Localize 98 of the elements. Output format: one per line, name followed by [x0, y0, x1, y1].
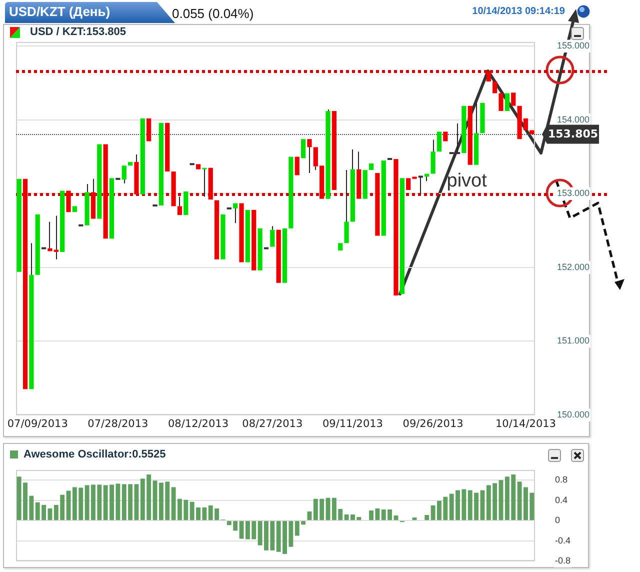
- candlestick: [245, 210, 250, 262]
- x-tick-label: 08/27/2013: [242, 418, 303, 430]
- candlestick: [282, 228, 288, 283]
- candlestick: [171, 172, 176, 206]
- y-tick-label: -0.8: [555, 555, 571, 566]
- candlestick: [258, 228, 262, 270]
- x-tick-label: 08/12/2013: [168, 418, 229, 430]
- bar: [498, 480, 504, 520]
- candlestick: [300, 139, 306, 158]
- x-tick-label: 09/11/2013: [322, 418, 383, 430]
- candlestick: [368, 163, 374, 170]
- candlestick: [504, 93, 510, 112]
- text: 10/14/2013 09:14:19: [472, 6, 565, 17]
- candlestick: [462, 106, 466, 154]
- candlestick: [356, 151, 362, 199]
- candlestick: [109, 178, 114, 239]
- candlestick: [202, 168, 207, 198]
- candlestick: [474, 102, 479, 165]
- y-tick-label: 0.8: [555, 474, 568, 485]
- bar: [152, 480, 158, 520]
- candlestick: [480, 102, 485, 134]
- bar: [134, 484, 139, 520]
- candlestick: [394, 158, 398, 296]
- candlestick: [72, 206, 78, 212]
- candlestick: [158, 122, 164, 206]
- candlestick: [122, 166, 126, 184]
- candlestick: [338, 243, 343, 250]
- candlestick: [146, 118, 152, 142]
- bar: [66, 490, 71, 520]
- candlestick: [270, 226, 275, 247]
- y-tick-label: 150.000: [557, 409, 590, 420]
- candlestick: [128, 162, 133, 166]
- candlestick: [214, 200, 220, 260]
- candlestick: [22, 178, 28, 390]
- candlestick: [492, 82, 498, 94]
- bar: [480, 490, 485, 520]
- candlestick: [35, 214, 40, 275]
- candlestick: [90, 178, 96, 219]
- candlestick: [530, 130, 534, 134]
- candlestick: [103, 144, 108, 239]
- text: USD / KZT:153.805: [30, 26, 126, 38]
- candlestick: [66, 190, 71, 212]
- candlestick: [350, 148, 356, 222]
- ref-line-label: pivot: [446, 170, 488, 192]
- y-tick-label: 153.000: [557, 188, 590, 198]
- candlestick: [16, 178, 22, 272]
- x-tick-label: 07/28/2013: [88, 418, 148, 430]
- y-tick-label: -0.4: [555, 535, 571, 546]
- bar: [239, 521, 244, 539]
- candlestick: [486, 71, 491, 82]
- candlestick: [177, 196, 182, 216]
- candlestick: [29, 242, 34, 390]
- candlestick: [276, 230, 281, 283]
- y-tick-label: 0: [555, 515, 560, 526]
- candlestick: [443, 132, 448, 142]
- y-tick-label: 151.000: [557, 336, 590, 346]
- x-tick-label: 09/26/2013: [402, 418, 464, 430]
- chart-title: USD/KZT (День): [9, 4, 110, 19]
- candlestick: [220, 214, 226, 260]
- candlestick: [430, 139, 436, 174]
- candlestick: [375, 172, 380, 236]
- candlestick: [165, 122, 170, 172]
- candlestick: [511, 92, 516, 106]
- ref-line-label: 153.805: [548, 128, 598, 141]
- y-tick-label: 155.000: [557, 40, 590, 51]
- candlestick: [60, 190, 65, 252]
- candlestick: [134, 154, 139, 194]
- candlestick: [233, 203, 238, 224]
- candlestick: [252, 210, 256, 270]
- x-tick-label: 10/14/2013: [495, 418, 556, 430]
- candlestick: [418, 176, 424, 195]
- candlestick: [381, 160, 386, 236]
- bar: [424, 514, 430, 520]
- candlestick: [362, 170, 368, 199]
- candlestick: [424, 174, 430, 182]
- candlestick: [326, 109, 330, 199]
- text: 0.055 (0.04%): [172, 6, 254, 21]
- y-tick-label: 152.000: [557, 262, 590, 272]
- candlestick: [498, 93, 504, 112]
- candlestick: [288, 156, 294, 228]
- legend-label: Awesome Oscillator:0.5525: [24, 448, 166, 461]
- candlestick: [400, 178, 404, 294]
- candlestick: [97, 144, 102, 219]
- x-tick-label: 07/09/2013: [7, 418, 68, 430]
- candlestick: [344, 170, 349, 244]
- candlestick: [184, 191, 188, 216]
- candlestick: [307, 139, 312, 174]
- candlestick: [140, 118, 145, 194]
- candlestick: [196, 164, 201, 170]
- candlestick: [208, 168, 213, 200]
- y-tick-label: 154.000: [557, 114, 590, 124]
- candlestick: [84, 184, 90, 226]
- candlestick: [436, 132, 442, 152]
- candlestick: [239, 203, 244, 262]
- candlestick: [332, 111, 337, 190]
- candlestick: [294, 156, 300, 176]
- y-tick-label: 0.4: [555, 494, 568, 505]
- candlestick: [468, 106, 472, 165]
